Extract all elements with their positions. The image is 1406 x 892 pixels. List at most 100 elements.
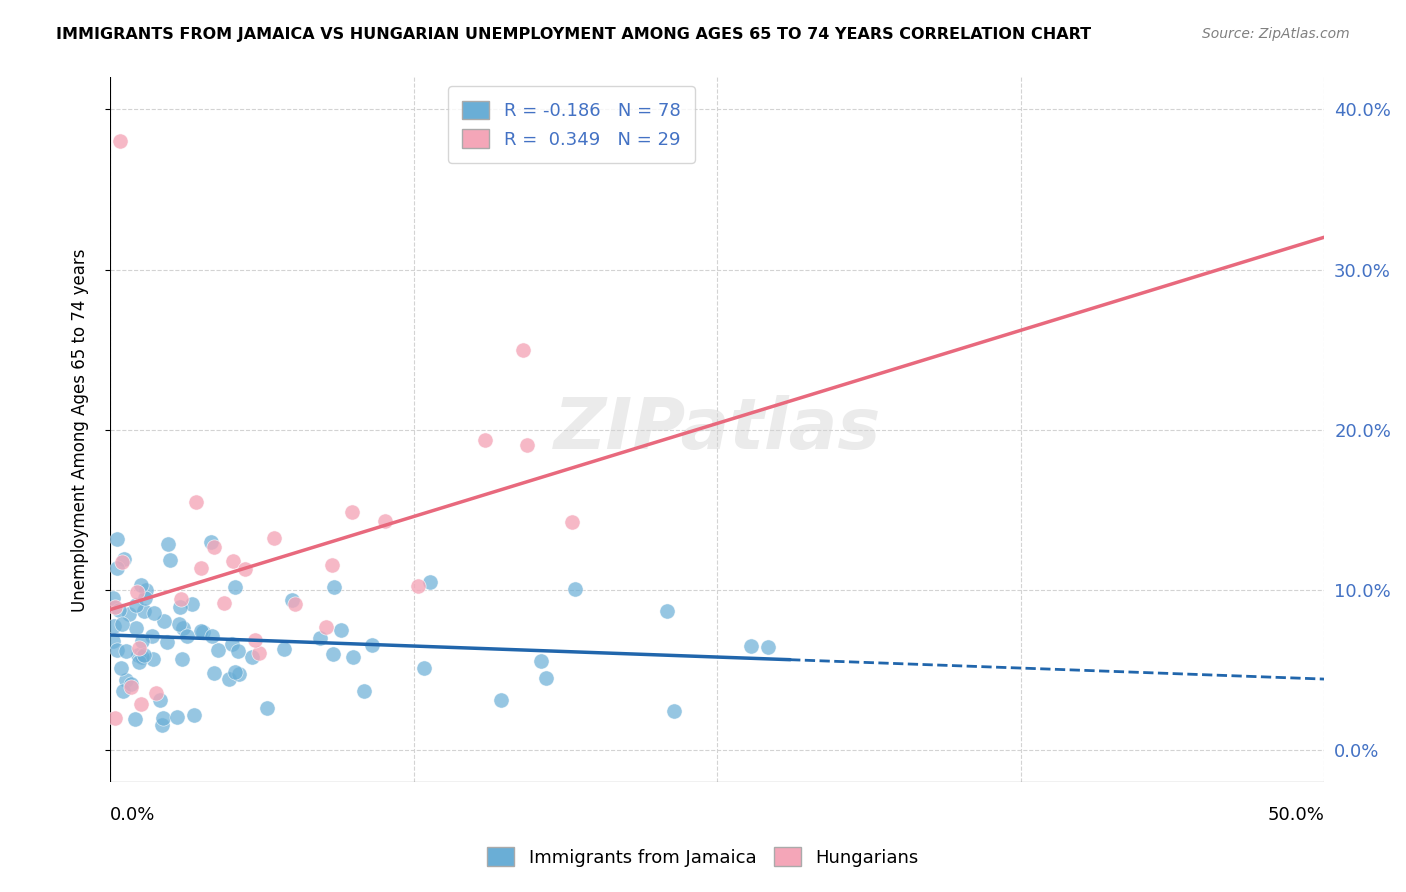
Point bbox=[132, 648, 155, 662]
Point bbox=[125, 584, 148, 599]
Point bbox=[489, 693, 512, 707]
Point bbox=[218, 672, 240, 686]
Point bbox=[134, 591, 156, 606]
Point bbox=[170, 592, 193, 607]
Point bbox=[101, 591, 124, 606]
Point bbox=[342, 650, 364, 665]
Point bbox=[141, 629, 163, 643]
Point bbox=[273, 642, 295, 657]
Point bbox=[170, 652, 193, 666]
Point bbox=[322, 647, 344, 661]
Point bbox=[153, 614, 176, 628]
Point bbox=[101, 633, 124, 648]
Point bbox=[128, 641, 150, 656]
Point bbox=[228, 666, 250, 681]
Point bbox=[124, 712, 146, 726]
Text: 0.0%: 0.0% bbox=[110, 806, 156, 824]
Point bbox=[105, 643, 128, 657]
Text: Source: ZipAtlas.com: Source: ZipAtlas.com bbox=[1202, 27, 1350, 41]
Y-axis label: Unemployment Among Ages 65 to 74 years: Unemployment Among Ages 65 to 74 years bbox=[72, 248, 89, 612]
Point bbox=[149, 693, 172, 707]
Point bbox=[111, 555, 134, 569]
Point bbox=[111, 617, 134, 632]
Point bbox=[536, 671, 558, 685]
Point bbox=[655, 604, 678, 618]
Point bbox=[221, 637, 243, 651]
Point bbox=[360, 639, 382, 653]
Point bbox=[105, 561, 128, 575]
Point bbox=[125, 598, 148, 612]
Point bbox=[323, 581, 346, 595]
Point bbox=[110, 661, 132, 675]
Point bbox=[112, 552, 135, 566]
Point bbox=[214, 596, 236, 610]
Point bbox=[224, 580, 246, 594]
Point bbox=[169, 600, 191, 615]
Point bbox=[131, 633, 153, 648]
Point bbox=[200, 535, 222, 549]
Legend: Immigrants from Jamaica, Hungarians: Immigrants from Jamaica, Hungarians bbox=[479, 840, 927, 874]
Point bbox=[516, 438, 538, 452]
Point bbox=[145, 686, 167, 700]
Point bbox=[143, 606, 166, 620]
Point bbox=[413, 660, 436, 674]
Point bbox=[124, 621, 146, 635]
Point bbox=[104, 711, 127, 725]
Point bbox=[128, 655, 150, 669]
Point bbox=[190, 624, 212, 639]
Point bbox=[103, 619, 125, 633]
Point bbox=[150, 718, 173, 732]
Point bbox=[166, 709, 188, 723]
Text: IMMIGRANTS FROM JAMAICA VS HUNGARIAN UNEMPLOYMENT AMONG AGES 65 TO 74 YEARS CORR: IMMIGRANTS FROM JAMAICA VS HUNGARIAN UNE… bbox=[56, 27, 1091, 42]
Point bbox=[129, 697, 152, 711]
Point bbox=[664, 704, 686, 718]
Point bbox=[243, 632, 266, 647]
Point bbox=[108, 603, 131, 617]
Point bbox=[281, 592, 304, 607]
Point bbox=[167, 617, 190, 632]
Point bbox=[419, 575, 441, 590]
Point bbox=[131, 649, 153, 664]
Point bbox=[561, 515, 583, 529]
Point bbox=[240, 649, 263, 664]
Point bbox=[152, 711, 174, 725]
Point bbox=[183, 708, 205, 723]
Point bbox=[756, 640, 779, 654]
Point bbox=[142, 651, 165, 665]
Text: 50.0%: 50.0% bbox=[1268, 806, 1324, 824]
Point bbox=[353, 684, 375, 698]
Point bbox=[202, 540, 225, 554]
Point bbox=[564, 582, 586, 596]
Point bbox=[159, 553, 181, 567]
Point bbox=[135, 582, 157, 597]
Point bbox=[190, 561, 212, 575]
Point bbox=[224, 665, 246, 679]
Point bbox=[186, 495, 208, 509]
Point bbox=[309, 631, 332, 645]
Point bbox=[115, 673, 138, 688]
Point bbox=[156, 635, 179, 649]
Point bbox=[201, 629, 224, 643]
Point bbox=[222, 554, 245, 568]
Point bbox=[104, 599, 127, 614]
Point bbox=[156, 536, 179, 550]
Point bbox=[134, 603, 156, 617]
Point bbox=[740, 639, 762, 653]
Point bbox=[512, 343, 534, 357]
Point bbox=[172, 621, 194, 635]
Point bbox=[120, 680, 142, 694]
Point bbox=[315, 620, 337, 634]
Point bbox=[127, 648, 149, 662]
Point bbox=[374, 515, 396, 529]
Point bbox=[202, 666, 225, 681]
Point bbox=[256, 701, 278, 715]
Point bbox=[207, 643, 229, 657]
Point bbox=[112, 684, 135, 698]
Point bbox=[117, 607, 139, 621]
Point bbox=[226, 644, 249, 658]
Point bbox=[120, 677, 142, 691]
Text: ZIPatlas: ZIPatlas bbox=[554, 395, 882, 464]
Point bbox=[321, 558, 343, 572]
Legend: R = -0.186   N = 78, R =  0.349   N = 29: R = -0.186 N = 78, R = 0.349 N = 29 bbox=[449, 87, 695, 163]
Point bbox=[108, 135, 131, 149]
